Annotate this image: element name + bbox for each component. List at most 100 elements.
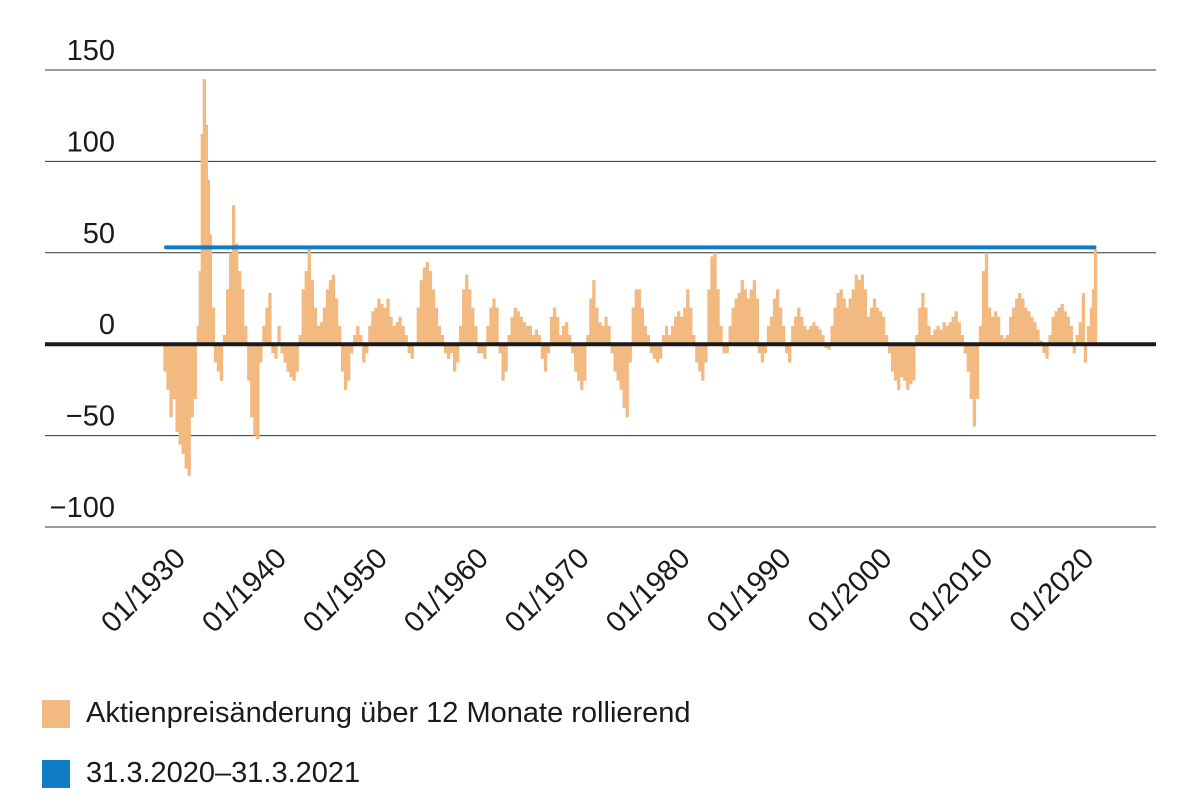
bar — [692, 335, 696, 345]
bar — [1048, 335, 1052, 345]
bar — [347, 344, 351, 381]
bar — [664, 325, 669, 345]
bar — [743, 289, 747, 345]
bar — [459, 325, 463, 345]
bar — [519, 316, 523, 345]
bar — [181, 344, 185, 454]
bar — [213, 344, 218, 363]
bar — [383, 307, 387, 345]
bar — [350, 344, 354, 354]
bar — [766, 325, 771, 345]
bar — [972, 344, 977, 427]
bar — [719, 325, 723, 345]
bar — [407, 344, 411, 354]
bar — [1051, 316, 1055, 345]
y-tick-label: 50 — [83, 218, 115, 250]
bar — [313, 307, 318, 345]
legend-item-price-change: Aktienpreisänderung über 12 Monate rolli… — [42, 697, 691, 730]
bar — [797, 307, 801, 345]
bar — [957, 322, 961, 345]
bar — [1033, 322, 1037, 345]
bar — [522, 322, 526, 345]
bar — [280, 344, 284, 354]
bar — [446, 344, 451, 359]
bar — [1045, 344, 1049, 359]
bar — [392, 325, 396, 345]
bar — [169, 344, 173, 418]
bar-series — [163, 79, 1098, 476]
bar — [900, 344, 904, 378]
bar — [884, 335, 889, 345]
bar — [552, 307, 557, 345]
bar — [531, 335, 535, 345]
bar — [619, 344, 623, 390]
bar — [504, 344, 508, 372]
bar — [398, 316, 402, 345]
bar — [574, 344, 578, 372]
bar — [580, 344, 584, 390]
bar — [422, 267, 427, 345]
bar — [1024, 307, 1028, 345]
bar — [540, 344, 545, 359]
bar — [661, 335, 666, 345]
bar — [763, 344, 768, 354]
bar — [686, 289, 690, 345]
bar — [978, 325, 983, 345]
bar — [1093, 249, 1098, 345]
bar — [549, 316, 554, 345]
bar — [465, 274, 469, 345]
bar — [534, 329, 539, 345]
bar — [969, 344, 973, 400]
bar — [734, 298, 738, 345]
bar — [537, 335, 542, 345]
legend-item-reference-period: 31.3.2020–31.3.2021 — [42, 757, 360, 790]
bar — [670, 325, 675, 345]
bar — [975, 344, 980, 400]
bar — [794, 316, 798, 345]
y-tick-label: −50 — [66, 401, 115, 433]
bar — [456, 344, 460, 363]
bar — [380, 303, 384, 345]
bar — [262, 325, 266, 345]
bar — [231, 205, 236, 345]
bar — [277, 325, 281, 345]
bar — [875, 307, 880, 345]
bar — [897, 344, 901, 390]
bar — [208, 234, 213, 345]
bar — [610, 344, 614, 354]
bar — [655, 344, 660, 363]
bar — [915, 335, 919, 345]
bar — [365, 344, 369, 354]
bar — [419, 280, 423, 345]
bar — [483, 344, 487, 359]
bar — [546, 344, 551, 354]
bar — [637, 289, 641, 345]
bar — [863, 289, 868, 345]
bar — [601, 325, 605, 345]
bar — [1089, 307, 1094, 345]
bar — [689, 307, 693, 345]
bar — [528, 325, 532, 345]
bar — [477, 344, 481, 354]
x-tick-label: 01/2010 — [903, 542, 1000, 639]
bar — [1072, 344, 1076, 354]
bar — [298, 335, 302, 345]
bar — [200, 133, 204, 345]
bar — [948, 322, 952, 345]
bar — [250, 344, 254, 418]
bar — [909, 344, 913, 385]
bar — [891, 344, 895, 372]
bar — [966, 344, 970, 372]
bar — [241, 289, 245, 345]
bar — [918, 307, 922, 345]
bar — [1081, 293, 1086, 345]
bar — [990, 316, 995, 345]
bar — [930, 335, 934, 345]
bar — [583, 344, 587, 381]
bar — [586, 335, 590, 345]
x-tick-label: 01/1970 — [499, 542, 596, 639]
bar — [295, 344, 299, 372]
bar — [903, 344, 907, 381]
bar — [881, 316, 886, 345]
